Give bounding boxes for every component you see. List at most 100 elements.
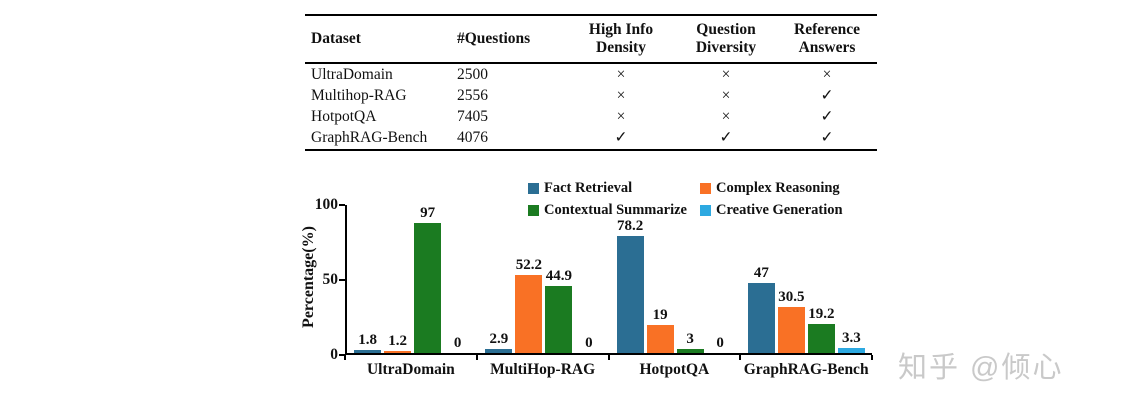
legend-label: Fact Retrieval <box>544 180 633 196</box>
y-tick-mark <box>339 204 345 206</box>
bar <box>747 282 775 353</box>
bar <box>515 274 543 353</box>
table-cell: × <box>822 65 832 83</box>
bar-value-label: 3 <box>686 330 694 347</box>
table-cell: × <box>616 86 626 104</box>
column-header: #Questions <box>457 29 531 47</box>
plot-area: 1.8 1.2 97 0 2.9 52.2 44.9 0 78.2 19 3 0 47 30.5 19.2 3… <box>345 205 872 355</box>
table-cell: × <box>721 108 731 126</box>
bar-slot: 97 <box>414 205 442 353</box>
table-cell: 2556 <box>457 86 488 104</box>
table-cell: ✓ <box>820 108 834 126</box>
x-category-label: MultiHop-RAG <box>490 361 596 378</box>
dataset-table-head-row: Dataset #Questions High Info Density Questi… <box>305 15 877 63</box>
table-cell: 4076 <box>457 129 488 147</box>
x-tick-mark <box>607 355 610 360</box>
y-tick-label: 50 <box>322 271 339 288</box>
bar-group: 78.2 19 3 0 <box>616 205 734 353</box>
bar-slot: 2.9 <box>485 205 513 353</box>
bar <box>545 285 573 353</box>
bar-slot: 19.2 <box>807 205 835 353</box>
legend-swatch <box>528 183 539 194</box>
bar-slot: 3.3 <box>837 205 865 353</box>
bar-slot: 52.2 <box>515 205 543 353</box>
y-tick-label: 100 <box>314 196 338 213</box>
bar-slot: 30.5 <box>777 205 805 353</box>
bar-slot: 78.2 <box>616 205 644 353</box>
bar-group: 1.8 1.2 97 0 <box>354 205 471 353</box>
dataset-table-body: UltraDomain 2500 × × × Multihop-RAG 2556 × × ✓ Hot… <box>305 63 877 150</box>
bar <box>616 235 644 353</box>
watermark: 知乎 @倾心 <box>898 352 1064 384</box>
bar-value-label: 19.2 <box>808 306 835 323</box>
x-tick-mark <box>475 355 478 360</box>
bar <box>646 324 674 353</box>
bar-slot: 47 <box>747 205 775 353</box>
dataset-name-cell: Multihop-RAG <box>311 86 407 104</box>
x-tick-mark <box>739 355 742 360</box>
legend-item: Contextual Summarize <box>528 202 700 219</box>
y-tick-mark <box>339 279 345 281</box>
table-cell: 2500 <box>457 65 488 83</box>
bar-value-label: 1.2 <box>388 333 407 350</box>
table-cell: × <box>721 86 731 104</box>
table-cell: ✓ <box>614 129 628 147</box>
dataset-table: Dataset #Questions High Info Density Questi… <box>305 14 877 151</box>
bar-value-label: 47 <box>753 264 769 281</box>
bar-slot: 3 <box>676 205 704 353</box>
table-row: Multihop-RAG 2556 × × ✓ <box>305 85 877 106</box>
bar-slot: 19 <box>646 205 674 353</box>
bar-value-label: 0 <box>716 335 724 351</box>
bar-slot: 0 <box>707 205 734 353</box>
legend-item: Fact Retrieval <box>528 180 700 197</box>
bar-groups: 1.8 1.2 97 0 2.9 52.2 44.9 0 78.2 19 3 0 47 30.5 19.2 3… <box>347 205 872 353</box>
bar-value-label: 1.8 <box>358 332 377 349</box>
y-tick-mark <box>339 354 345 356</box>
bar <box>384 351 412 353</box>
bar-value-label: 52.2 <box>515 256 542 273</box>
legend-item: Complex Reasoning <box>700 180 843 197</box>
table-cell: × <box>616 65 626 83</box>
bar-value-label: 0 <box>585 335 593 351</box>
column-header: High Info Density <box>588 21 654 56</box>
bar-value-label: 3.3 <box>842 330 861 347</box>
bar-value-label: 0 <box>453 335 462 351</box>
bar <box>414 223 442 353</box>
table-row: HotpotQA 7405 × × ✓ <box>305 106 877 127</box>
table-row: GraphRAG-Bench 4076 ✓ ✓ ✓ <box>305 127 877 149</box>
bar-value-label: 97 <box>420 205 436 221</box>
dataset-table-header: Dataset #Questions High Info Density Questi… <box>305 15 877 63</box>
bar <box>807 324 835 353</box>
bar-slot: 44.9 <box>545 205 573 353</box>
bar <box>837 348 865 353</box>
legend-swatch <box>700 183 711 194</box>
bar <box>485 348 513 353</box>
legend-item: Creative Generation <box>700 202 843 219</box>
table-cell: ✓ <box>719 129 733 147</box>
x-tick-mark <box>871 355 873 360</box>
bar-group: 47 30.5 19.2 3.3 <box>747 205 865 353</box>
legend-label: Complex Reasoning <box>716 180 840 196</box>
table-cell: 7405 <box>457 108 488 126</box>
bar-group: 2.9 52.2 44.9 0 <box>485 205 602 353</box>
dataset-name-cell: UltraDomain <box>311 65 393 83</box>
bar-value-label: 2.9 <box>489 330 509 347</box>
bar-slot: 0 <box>575 205 602 353</box>
x-tick-mark <box>344 355 346 360</box>
bar-value-label: 30.5 <box>778 289 805 306</box>
x-axis-labels: UltraDomain MultiHop-RAG HotpotQA GraphRAG-… <box>345 361 872 379</box>
table-row: UltraDomain 2500 × × × <box>305 63 877 85</box>
legend-label: Contextual Summarize <box>544 202 687 218</box>
legend-swatch <box>528 205 539 216</box>
column-header: Question Diversity <box>695 21 757 56</box>
bar-slot: 0 <box>444 205 471 353</box>
x-category-label: GraphRAG-Bench <box>743 361 869 378</box>
table-cell: × <box>721 65 731 83</box>
x-category-label: HotpotQA <box>639 361 710 378</box>
x-category-label: UltraDomain <box>366 361 455 378</box>
bar <box>777 307 805 353</box>
y-tick-label: 0 <box>330 346 338 363</box>
legend-label: Creative Generation <box>716 202 843 218</box>
